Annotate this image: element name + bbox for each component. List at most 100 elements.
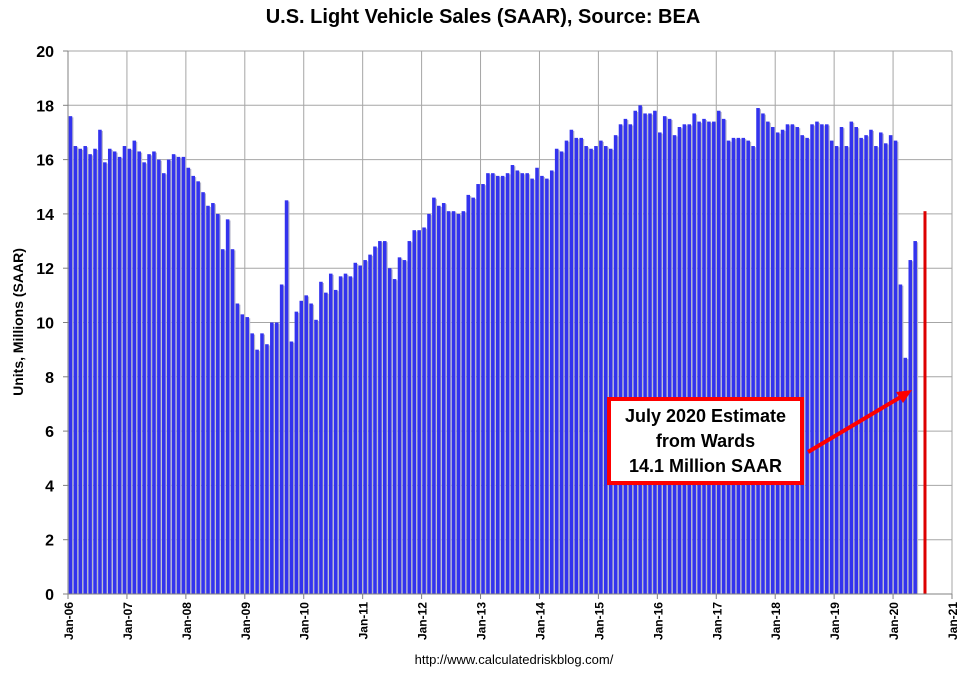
bar bbox=[73, 146, 78, 594]
bar bbox=[132, 140, 137, 594]
bar bbox=[368, 254, 372, 594]
bar bbox=[535, 167, 539, 594]
x-tick-label: Jan-12 bbox=[416, 602, 430, 640]
bar bbox=[117, 156, 122, 594]
bar bbox=[338, 276, 343, 594]
x-tick-label: Jan-16 bbox=[651, 602, 665, 640]
bar bbox=[815, 121, 819, 594]
bar bbox=[328, 273, 333, 594]
bar bbox=[584, 146, 588, 594]
bar bbox=[319, 281, 323, 594]
bar bbox=[574, 137, 579, 594]
arrow-head bbox=[896, 390, 912, 403]
bar bbox=[790, 124, 795, 595]
bar bbox=[451, 211, 456, 594]
bar bbox=[667, 118, 672, 594]
bar bbox=[181, 156, 186, 594]
highlight-bar bbox=[923, 211, 927, 594]
bar bbox=[913, 241, 917, 595]
bar bbox=[407, 241, 412, 595]
x-tick-label: Jan-07 bbox=[121, 602, 135, 640]
bar bbox=[432, 197, 436, 595]
bar bbox=[839, 127, 844, 595]
bar bbox=[829, 140, 834, 594]
bar bbox=[721, 118, 726, 594]
bar bbox=[702, 118, 706, 594]
annotation-line-1: July 2020 Estimate bbox=[624, 405, 787, 426]
bar bbox=[800, 135, 804, 595]
bar bbox=[255, 349, 259, 594]
bar bbox=[304, 295, 308, 594]
x-tick-label: Jan-09 bbox=[239, 602, 253, 640]
bar bbox=[785, 124, 790, 595]
bar bbox=[171, 154, 176, 595]
bar bbox=[879, 132, 883, 594]
bar bbox=[820, 124, 824, 595]
bar bbox=[643, 113, 647, 594]
bar bbox=[761, 113, 765, 594]
bar bbox=[869, 129, 873, 595]
bar bbox=[623, 118, 628, 594]
bar bbox=[692, 113, 696, 594]
bar bbox=[888, 135, 893, 595]
bar bbox=[353, 262, 358, 594]
y-tick-label: 14 bbox=[36, 207, 54, 224]
bar bbox=[859, 137, 863, 594]
bar bbox=[682, 124, 687, 595]
bar bbox=[756, 108, 760, 594]
bar bbox=[633, 110, 638, 594]
bar bbox=[908, 260, 913, 594]
bar bbox=[893, 140, 898, 594]
bar bbox=[412, 230, 417, 594]
bar bbox=[707, 121, 711, 594]
bar bbox=[147, 154, 151, 595]
bar bbox=[844, 146, 849, 594]
bar bbox=[245, 317, 250, 594]
bar bbox=[594, 146, 598, 594]
bar bbox=[520, 173, 525, 595]
bar bbox=[589, 148, 593, 595]
axes bbox=[63, 50, 953, 599]
bar bbox=[731, 137, 736, 594]
bar bbox=[93, 148, 97, 595]
bar bbox=[446, 211, 451, 594]
bar bbox=[333, 289, 338, 594]
bar bbox=[211, 203, 215, 595]
bar bbox=[854, 127, 859, 595]
bar bbox=[608, 148, 613, 595]
bar bbox=[422, 227, 426, 594]
bar bbox=[220, 249, 225, 594]
bar bbox=[142, 162, 146, 594]
bar bbox=[653, 110, 657, 594]
bar bbox=[378, 241, 382, 595]
x-tick-label: Jan-11 bbox=[357, 602, 371, 640]
bar bbox=[780, 129, 785, 595]
bar bbox=[191, 175, 196, 594]
y-tick-label: 16 bbox=[36, 153, 54, 170]
bar bbox=[677, 127, 682, 595]
bar-series bbox=[68, 105, 927, 595]
source-url[interactable]: http://www.calculatedriskblog.com/ bbox=[414, 652, 614, 667]
bar bbox=[437, 205, 441, 594]
x-tick-label: Jan-06 bbox=[62, 602, 76, 640]
bar bbox=[525, 173, 529, 595]
bar bbox=[545, 178, 549, 595]
bar bbox=[515, 170, 520, 594]
bar bbox=[486, 173, 490, 595]
bar bbox=[658, 132, 662, 594]
bar bbox=[402, 260, 407, 594]
bar bbox=[206, 205, 210, 594]
bar bbox=[864, 135, 868, 595]
bar bbox=[186, 167, 191, 594]
bar bbox=[235, 303, 240, 594]
bar bbox=[348, 276, 353, 594]
bar bbox=[559, 151, 564, 594]
bar bbox=[530, 178, 534, 595]
x-tick-label: Jan-14 bbox=[533, 602, 547, 640]
x-tick-label: Jan-18 bbox=[769, 602, 783, 640]
bar bbox=[196, 181, 200, 594]
bar bbox=[898, 284, 903, 594]
y-tick-label: 0 bbox=[45, 587, 54, 604]
bar bbox=[98, 129, 102, 595]
bar bbox=[874, 146, 878, 594]
